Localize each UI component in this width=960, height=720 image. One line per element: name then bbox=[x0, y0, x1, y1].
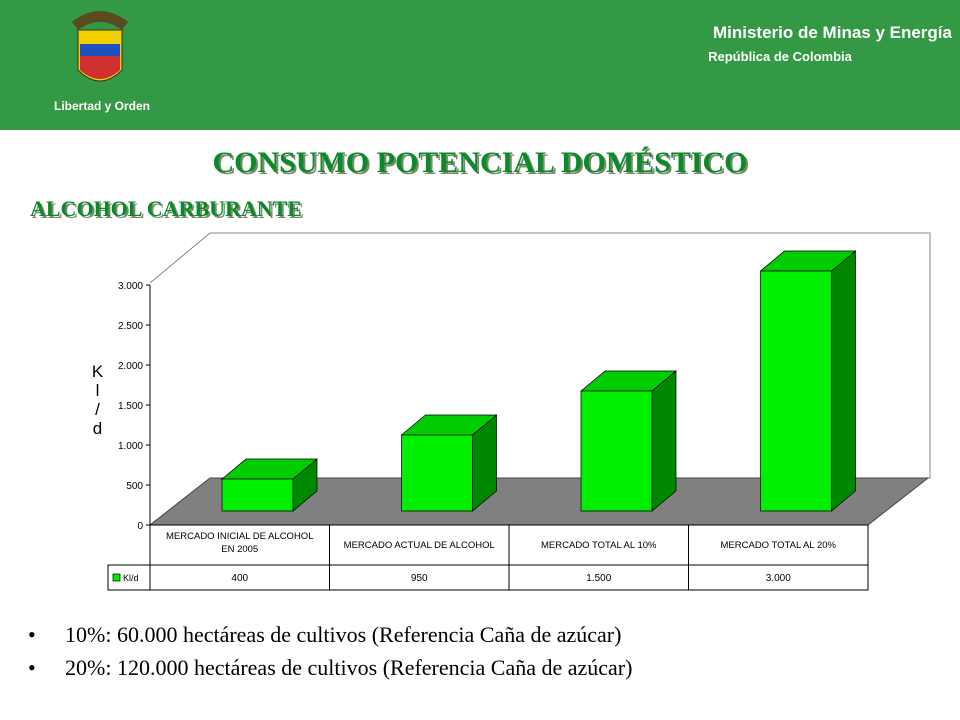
value-label: 1.500 bbox=[586, 573, 611, 584]
bar bbox=[580, 390, 653, 512]
x-tick-label: MERCADO TOTAL AL 20% bbox=[721, 540, 837, 551]
bar bbox=[401, 434, 473, 512]
y-tick-label: 500 bbox=[126, 481, 143, 492]
y-tick-label: 3.000 bbox=[118, 281, 143, 292]
x-tick-label: MERCADO INICIAL DE ALCOHOL EN 2005 bbox=[166, 531, 313, 555]
bar bbox=[760, 270, 832, 512]
y-label-box: Kl/d bbox=[88, 362, 107, 438]
value-label: 400 bbox=[231, 573, 248, 584]
bullet: • bbox=[28, 622, 36, 647]
ministry: Ministerio de Minas y Energía bbox=[713, 23, 953, 42]
chart-subtitle: ALCOHOL CARBURANTE bbox=[30, 196, 302, 221]
y-tick-label: 1.500 bbox=[118, 401, 143, 412]
y-tick-label: 2.500 bbox=[118, 321, 143, 332]
header-band bbox=[0, 0, 960, 130]
y-tick-label: 2.000 bbox=[118, 361, 143, 372]
bar-side bbox=[831, 250, 856, 512]
bullet: • bbox=[28, 655, 36, 680]
y-tick-label: 1.000 bbox=[118, 441, 143, 452]
y-axis-label: Kl/d bbox=[88, 362, 107, 438]
bar bbox=[221, 478, 294, 512]
notes: • 10%: 60.000 hectáreas de cultivos (Ref… bbox=[28, 622, 632, 680]
country: República de Colombia bbox=[708, 49, 853, 64]
note: 20%: 120.000 hectáreas de cultivos (Refe… bbox=[65, 655, 632, 680]
title-shadow: CONSUMO POTENCIAL DOMÉSTICO bbox=[214, 148, 749, 181]
motto: Libertad y Orden bbox=[54, 99, 150, 113]
legend-swatch bbox=[112, 573, 121, 582]
subtitle-shadow: ALCOHOL CARBURANTE bbox=[32, 198, 304, 223]
table-value-row bbox=[107, 564, 869, 591]
chart-title: CONSUMO POTENCIAL DOMÉSTICO bbox=[212, 146, 747, 179]
value-label: 950 bbox=[411, 573, 428, 584]
y-tick-label: 0 bbox=[137, 521, 143, 532]
bar-side bbox=[651, 370, 677, 512]
x-tick-label: MERCADO ACTUAL DE ALCOHOL bbox=[344, 540, 495, 551]
x-tick-label: MERCADO TOTAL AL 10% bbox=[541, 540, 657, 551]
legend-label: Kl/d bbox=[123, 573, 139, 583]
coat-of-arms bbox=[72, 11, 128, 82]
note: 10%: 60.000 hectáreas de cultivos (Refer… bbox=[65, 622, 621, 647]
value-label: 3.000 bbox=[766, 573, 791, 584]
